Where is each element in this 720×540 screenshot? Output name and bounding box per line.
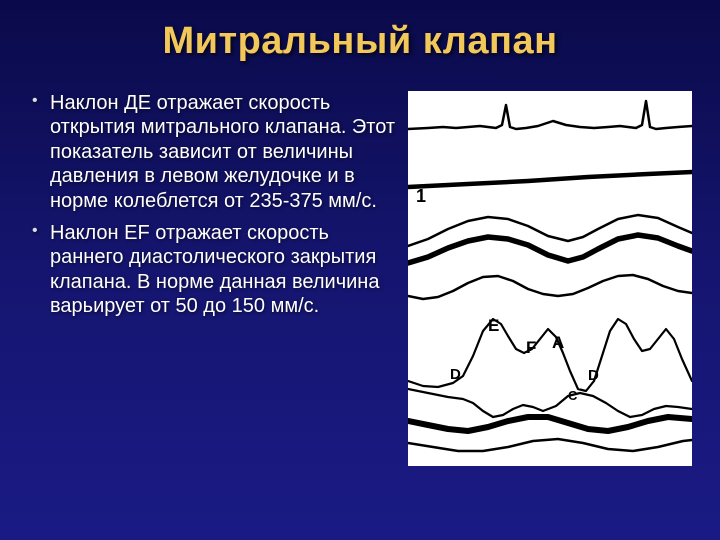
figure-label: C	[568, 388, 577, 403]
bullet-item: Наклон EF отражает скорость раннего диас…	[28, 221, 396, 319]
figure-label: 1	[416, 186, 426, 207]
content-row: Наклон ДЕ отражает скорость открытия мит…	[28, 91, 692, 466]
trace-baseline1	[408, 172, 692, 187]
figure-label: F	[526, 338, 536, 358]
trace-wall-top-thin	[408, 215, 692, 246]
figure-label: A	[552, 333, 564, 353]
figure-label: E	[488, 316, 499, 336]
trace-wall-top-thick	[408, 235, 692, 263]
mitral-mmode-figure: 1EFADCD	[408, 91, 692, 466]
mmode-svg	[408, 91, 692, 466]
bullet-column: Наклон ДЕ отражает скорость открытия мит…	[28, 91, 396, 327]
trace-wall-mid-thin	[408, 275, 692, 299]
trace-mitral-posterior	[408, 389, 692, 417]
trace-ecg	[408, 101, 692, 129]
bullet-item: Наклон ДЕ отражает скорость открытия мит…	[28, 91, 396, 213]
slide: Митральный клапан Наклон ДЕ отражает ско…	[0, 0, 720, 540]
trace-wall-low-thick	[408, 417, 692, 431]
figure-label: D	[450, 366, 461, 383]
slide-title: Митральный клапан	[28, 20, 692, 63]
figure-label: D	[588, 367, 599, 384]
trace-wall-bottom-thin	[408, 439, 692, 451]
bullet-list: Наклон ДЕ отражает скорость открытия мит…	[28, 91, 396, 319]
